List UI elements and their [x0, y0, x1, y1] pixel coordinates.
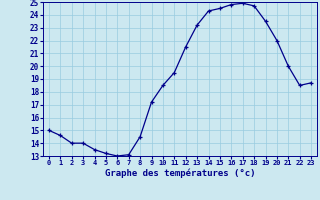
X-axis label: Graphe des températures (°c): Graphe des températures (°c)	[105, 169, 255, 178]
